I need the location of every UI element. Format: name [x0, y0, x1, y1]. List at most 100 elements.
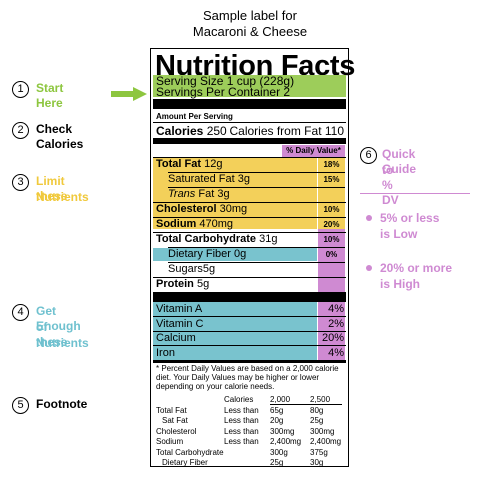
- footnote-table-cell: 65g: [270, 405, 284, 415]
- step-4-line-3: Nutrients: [36, 336, 89, 350]
- row-divider: [153, 232, 346, 233]
- guide-divider: [360, 193, 470, 194]
- footnote-table-cell: Sodium: [156, 437, 184, 446]
- fiber-band: [153, 248, 317, 261]
- footnote-table-cell: 25g: [310, 416, 324, 425]
- guide-bullet-low-line-1: 5% or less: [380, 211, 440, 225]
- divider-thin: [153, 122, 346, 123]
- row-divider: [168, 262, 345, 263]
- nutrient-total-fat: Total Fat 12g: [156, 158, 223, 170]
- step-2-number: 2: [12, 122, 29, 139]
- row-divider: [153, 157, 346, 158]
- footnote-table-cell: 20g: [270, 416, 284, 425]
- step-6-number: 6: [360, 147, 377, 164]
- guide-bullet-low-line-2: is Low: [380, 227, 418, 241]
- bullet-icon: [366, 215, 372, 221]
- dv-total-fat: 18%: [323, 160, 340, 169]
- row-divider: [153, 345, 346, 346]
- footnote-header-underline: [270, 404, 342, 405]
- footnote-table-header: 2,500: [310, 395, 331, 404]
- nutrient-dietary-fiber: Dietary Fiber 0g: [168, 248, 247, 260]
- footnote-table-cell: 2,400mg: [270, 437, 302, 446]
- footnote-table-cell: 375g: [310, 447, 328, 457]
- footnote-table-cell: Less than: [224, 426, 259, 436]
- footnote-table-cell: Less than: [224, 437, 259, 446]
- footnote-table-cell: Less than: [224, 405, 259, 415]
- row-divider: [168, 172, 345, 173]
- step-4-number: 4: [12, 304, 29, 321]
- bullet-icon: [366, 265, 372, 271]
- calories-from-fat: Calories from Fat 110: [229, 124, 345, 138]
- nutrient-sugars: Sugars5g: [168, 263, 216, 275]
- footnote-table-cell: 300mg: [310, 426, 335, 436]
- calcium: Calcium: [156, 332, 196, 344]
- step-5-label: Footnote: [36, 397, 88, 411]
- step-1-label: Start Here: [36, 81, 64, 110]
- iron: Iron: [156, 347, 175, 359]
- footnote-table-cell: Sat Fat: [162, 416, 188, 425]
- footnote-table-cell: 80g: [310, 405, 324, 415]
- row-divider: [153, 277, 346, 278]
- step-4-line-1: Get Enough: [36, 304, 81, 333]
- amount-per-serving: Amount Per Serving: [156, 112, 233, 121]
- footnote-table-cell: Dietary Fiber: [162, 458, 208, 467]
- nutrient-trans-fat: Trans Fat 3g: [168, 188, 230, 200]
- guide-title-line-2: to % DV: [382, 163, 399, 207]
- nutrient-total-carbohydrate: Total Carbohydrate 31g: [156, 233, 278, 245]
- step-5-number: 5: [12, 397, 29, 414]
- vitamin-c: Vitamin C: [156, 318, 204, 330]
- caption-line-1: Sample label for: [203, 8, 297, 23]
- daily-value-header: % Daily Value*: [282, 145, 345, 157]
- row-divider: [153, 217, 346, 218]
- dv-saturated-fat: 15%: [323, 175, 340, 184]
- step-1-number: 1: [12, 81, 29, 98]
- row-divider: [168, 247, 345, 248]
- dv-cholesterol: 10%: [323, 205, 340, 214]
- nutrient-protein: Protein 5g: [156, 278, 210, 290]
- step-3-line-1: Limit these: [36, 174, 68, 203]
- vitamin-a: Vitamin A: [156, 303, 203, 315]
- arrow-right-icon: [111, 87, 147, 101]
- serving-size: Serving Size 1 cup (228g): [156, 74, 295, 88]
- guide-bullet-high-line-1: 20% or more: [380, 261, 453, 275]
- dv-sodium: 20%: [323, 220, 340, 229]
- step-2-label: Check Calories: [36, 122, 84, 151]
- dv-total-carbohydrate: 10%: [323, 235, 340, 244]
- row-divider: [153, 202, 346, 203]
- divider-thick-vitamins: [153, 292, 346, 302]
- step-3-number: 3: [12, 174, 29, 191]
- footnote-table-cell: 25g: [270, 458, 284, 467]
- footnote-table-cell: Total Fat: [156, 405, 187, 415]
- nutrient-saturated-fat: Saturated Fat 3g: [168, 173, 250, 185]
- caption-line-2: Macaroni & Cheese: [192, 24, 308, 39]
- servings-per-container: Servings Per Container 2: [156, 85, 291, 99]
- footnote-text: * Percent Daily Values are based on a 2,…: [156, 364, 339, 391]
- guide-title-line-1: Quick Guide: [382, 147, 417, 176]
- footnote-table-cell: 30g: [310, 458, 324, 467]
- footnote-table-cell: 300mg: [270, 426, 295, 436]
- dv-vitamin-c: 2%: [328, 318, 344, 330]
- calories-row: Calories 250 Calories from Fat 110: [156, 124, 344, 138]
- row-divider: [153, 316, 346, 317]
- row-divider: [168, 187, 345, 188]
- footnote-table-cell: Cholesterol: [156, 426, 197, 436]
- divider-footnote: [153, 360, 346, 363]
- row-divider: [153, 331, 346, 332]
- serving-highlight: [153, 75, 346, 97]
- dv-dietary-fiber: 0%: [325, 250, 338, 259]
- divider-thick: [153, 99, 346, 109]
- divider-medium: [153, 138, 346, 144]
- dv-calcium: 20%: [321, 332, 344, 344]
- step-3-line-2: Nutrients: [36, 190, 89, 204]
- dv-iron: 4%: [328, 347, 344, 359]
- nutrient-sodium: Sodium 470mg: [156, 218, 234, 230]
- step-4-line-2: of these: [36, 320, 68, 349]
- footnote-table-cell: 300g: [270, 447, 288, 457]
- footnote-table-cell: 2,400mg: [310, 437, 342, 446]
- label-caption: Sample label for Macaroni & Cheese: [150, 8, 350, 40]
- footnote-table-header: 2,000: [270, 395, 291, 404]
- dv-vitamin-a: 4%: [328, 303, 344, 315]
- footnote-table-cell: Total Carbohydrate: [156, 447, 224, 457]
- calories-value: 250: [206, 124, 227, 138]
- guide-bullet-high-line-2: is High: [380, 277, 421, 291]
